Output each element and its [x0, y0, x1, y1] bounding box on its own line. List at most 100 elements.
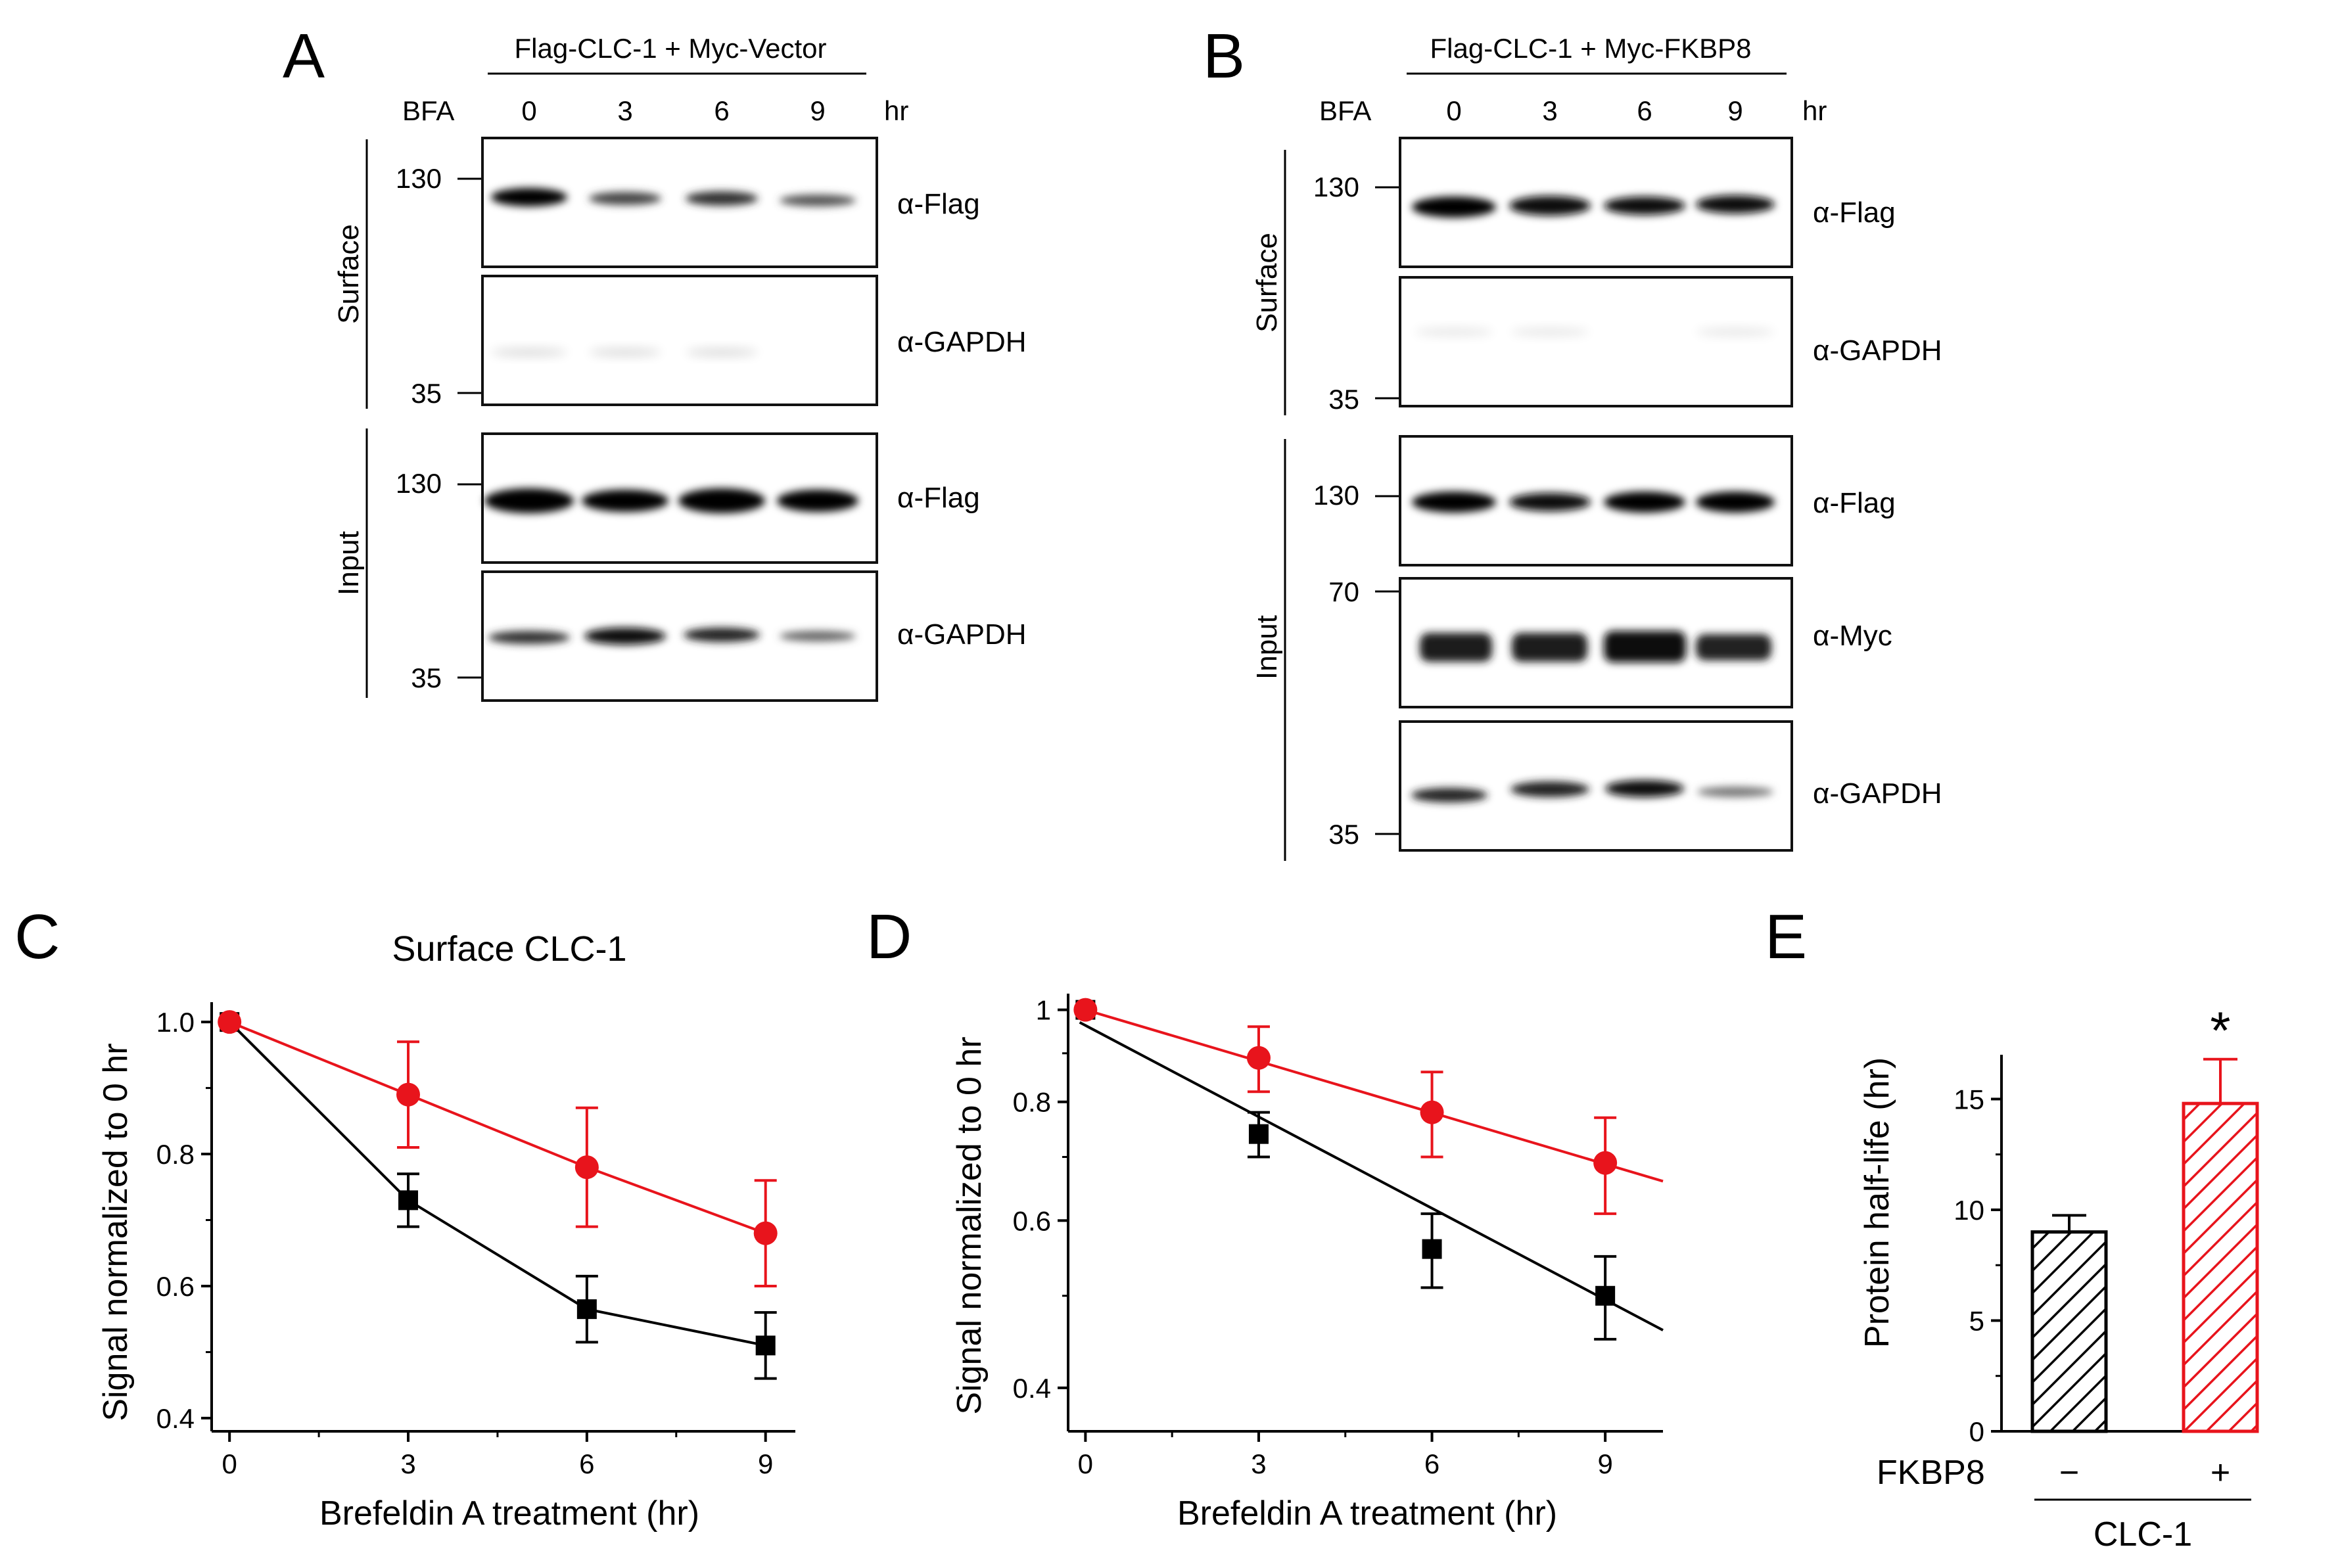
chart-d-series-fkbp8-point	[1073, 998, 1098, 1022]
panel-e-letter: E	[1765, 902, 1807, 972]
chart-e-plot: 0 5 10 15 − + *	[1954, 1002, 2259, 1492]
panel-a-time-9: 9	[810, 95, 825, 126]
chart-c-plot: 0 3 6 9 0.4 0.6 0.8 1.0	[156, 1002, 795, 1479]
chart-e-ylabel: Protein half-life (hr)	[1858, 1057, 1896, 1348]
chart-c-xtick-label: 6	[579, 1448, 594, 1479]
chart-c-ytick-label: 0.4	[156, 1403, 195, 1434]
panel-b-label-input-flag: α-Flag	[1813, 487, 1896, 519]
panel-a-section-input: Input	[333, 531, 365, 595]
panel-a-label-surface-flag: α-Flag	[897, 188, 980, 220]
panel-b-letter: B	[1203, 21, 1245, 91]
panel-b-blot-surface-gapdh	[1399, 276, 1793, 407]
chart-e-bar-minus	[2030, 1230, 2108, 1433]
panel-a-bands-surface-flag	[491, 188, 856, 206]
panel-b-time-0: 0	[1446, 95, 1461, 126]
chart-d-series-vector-point	[1422, 1239, 1442, 1259]
panel-a-mw-130-surface: 130	[396, 163, 442, 194]
chart-d-series-vector-fit-line	[1079, 1021, 1664, 1331]
panel-b-mw-35-surface: 35	[1328, 384, 1359, 415]
chart-e-ytick-label: 5	[1969, 1305, 1984, 1336]
panel-a-bands-input-flag	[484, 488, 858, 513]
chart-c-ytick-label: 0.6	[156, 1271, 195, 1302]
panel-a-label-input-gapdh: α-GAPDH	[897, 618, 1027, 651]
chart-d-series-fkbp8-point	[1246, 1046, 1271, 1070]
chart-d-ytick-label: 1	[1036, 995, 1051, 1026]
chart-e-ytick-label: 15	[1954, 1084, 1984, 1115]
panel-b-mw-130-input: 130	[1313, 480, 1359, 511]
chart-c-ytick-label: 1.0	[156, 1007, 195, 1038]
panel-a: A Flag-CLC-1 + Myc-Vector BFA 0 3 6 9 hr…	[283, 21, 1027, 702]
panel-a-blot-surface-gapdh	[481, 275, 878, 406]
chart-c-series-fkbp8-point	[396, 1082, 421, 1107]
panel-b-section-surface: Surface	[1251, 233, 1283, 333]
chart-d-series-fkbp8-fit-line	[1085, 1008, 1664, 1183]
chart-e-ytick-label: 0	[1969, 1416, 1984, 1447]
chart-d-ytick-label: 0.8	[1013, 1087, 1051, 1118]
panel-a-unit: hr	[884, 95, 908, 126]
panel-d-letter: D	[866, 902, 912, 972]
panel-b-header: Flag-CLC-1 + Myc-FKBP8	[1430, 33, 1752, 64]
chart-e-bar-plus	[2182, 1101, 2259, 1433]
panel-a-mw-35-input: 35	[411, 662, 442, 693]
chart-c-title: Surface CLC-1	[392, 929, 626, 969]
panel-a-mw-130-input: 130	[396, 468, 442, 499]
panel-b-label-input-gapdh: α-GAPDH	[1813, 777, 1942, 810]
chart-c-series-fkbp8-point	[753, 1221, 778, 1245]
panel-a-header: Flag-CLC-1 + Myc-Vector	[515, 33, 827, 64]
chart-c-series-vector-point	[576, 1299, 597, 1320]
panel-c: C Surface CLC-1 0 3 6 9 0.4 0.6 0.8 1.0 Signal …	[14, 902, 795, 1533]
chart-e-category-label: +	[2211, 1454, 2230, 1492]
panel-b-unit: hr	[1802, 95, 1827, 126]
chart-d-xtick-label: 6	[1424, 1448, 1439, 1479]
chart-d-series-vector-point	[1248, 1124, 1269, 1144]
panel-a-time-6: 6	[714, 95, 729, 126]
chart-c-series-fkbp8-point	[218, 1010, 242, 1034]
chart-c-series-fkbp8-line	[229, 1021, 766, 1235]
panel-b-time-3: 3	[1542, 95, 1557, 126]
panel-a-label-surface-gapdh: α-GAPDH	[897, 326, 1027, 358]
panel-b-section-input: Input	[1251, 615, 1283, 680]
chart-c-series-vector-point	[398, 1190, 419, 1211]
chart-e-ytick-label: 10	[1954, 1195, 1984, 1226]
chart-d-series-fkbp8-point	[1593, 1151, 1618, 1175]
chart-c-ylabel: Signal normalized to 0 hr	[97, 1043, 135, 1421]
chart-c-ytick-label: 0.8	[156, 1139, 195, 1170]
chart-c-xtick-label: 9	[758, 1448, 773, 1479]
chart-d-xtick-label: 9	[1597, 1448, 1612, 1479]
chart-c-xtick-label: 0	[222, 1448, 237, 1479]
panel-a-letter: A	[283, 21, 325, 91]
panel-b-mw-35-input: 35	[1328, 819, 1359, 850]
chart-e-group-label: CLC-1	[2094, 1515, 2192, 1554]
panel-b-label-surface-flag: α-Flag	[1813, 196, 1896, 229]
chart-c-xlabel: Brefeldin A treatment (hr)	[319, 1494, 699, 1533]
chart-d-ylabel: Signal normalized to 0 hr	[950, 1036, 989, 1414]
panel-c-letter: C	[14, 902, 60, 972]
chart-e-row-label: FKBP8	[1877, 1454, 1985, 1492]
panel-b-treatment: BFA	[1319, 95, 1371, 126]
chart-e-category-label: −	[2059, 1454, 2079, 1492]
chart-d-plot: 0 3 6 9 0.4 0.6 0.8 1	[1013, 994, 1664, 1479]
chart-e-significance-star: *	[2210, 1002, 2230, 1060]
chart-c-series-fkbp8-point	[574, 1155, 599, 1180]
chart-d-series-vector-point	[1595, 1285, 1616, 1306]
panel-b-time-6: 6	[1637, 95, 1652, 126]
chart-d-xtick-label: 3	[1251, 1448, 1266, 1479]
panel-a-time-0: 0	[521, 95, 536, 126]
chart-d-series-fkbp8-point	[1420, 1100, 1444, 1124]
panel-b-label-input-myc: α-Myc	[1813, 620, 1892, 652]
chart-d-ytick-label: 0.4	[1013, 1373, 1051, 1404]
panel-b-blot-input-gapdh	[1399, 720, 1793, 852]
panel-b-mw-70-input: 70	[1328, 576, 1359, 607]
panel-b-time-9: 9	[1727, 95, 1743, 126]
panel-a-time-3: 3	[617, 95, 632, 126]
chart-d-ytick-label: 0.6	[1013, 1205, 1051, 1236]
panel-b: B Flag-CLC-1 + Myc-FKBP8 BFA 0 3 6 9 hr …	[1203, 21, 1942, 861]
chart-d-xlabel: Brefeldin A treatment (hr)	[1177, 1494, 1557, 1533]
chart-d-xtick-label: 0	[1078, 1448, 1093, 1479]
panel-d: D 0 3 6 9 0.4 0.6 0.8 1 Signal normalized to 0 …	[866, 902, 1664, 1533]
panel-e: E 0 5 10 15 − + * Protein half-life (hr) FKBP8…	[1765, 902, 2259, 1554]
chart-c-series-vector-point	[755, 1335, 776, 1356]
panel-a-mw-35-surface: 35	[411, 378, 442, 409]
panel-a-section-surface: Surface	[333, 224, 365, 324]
